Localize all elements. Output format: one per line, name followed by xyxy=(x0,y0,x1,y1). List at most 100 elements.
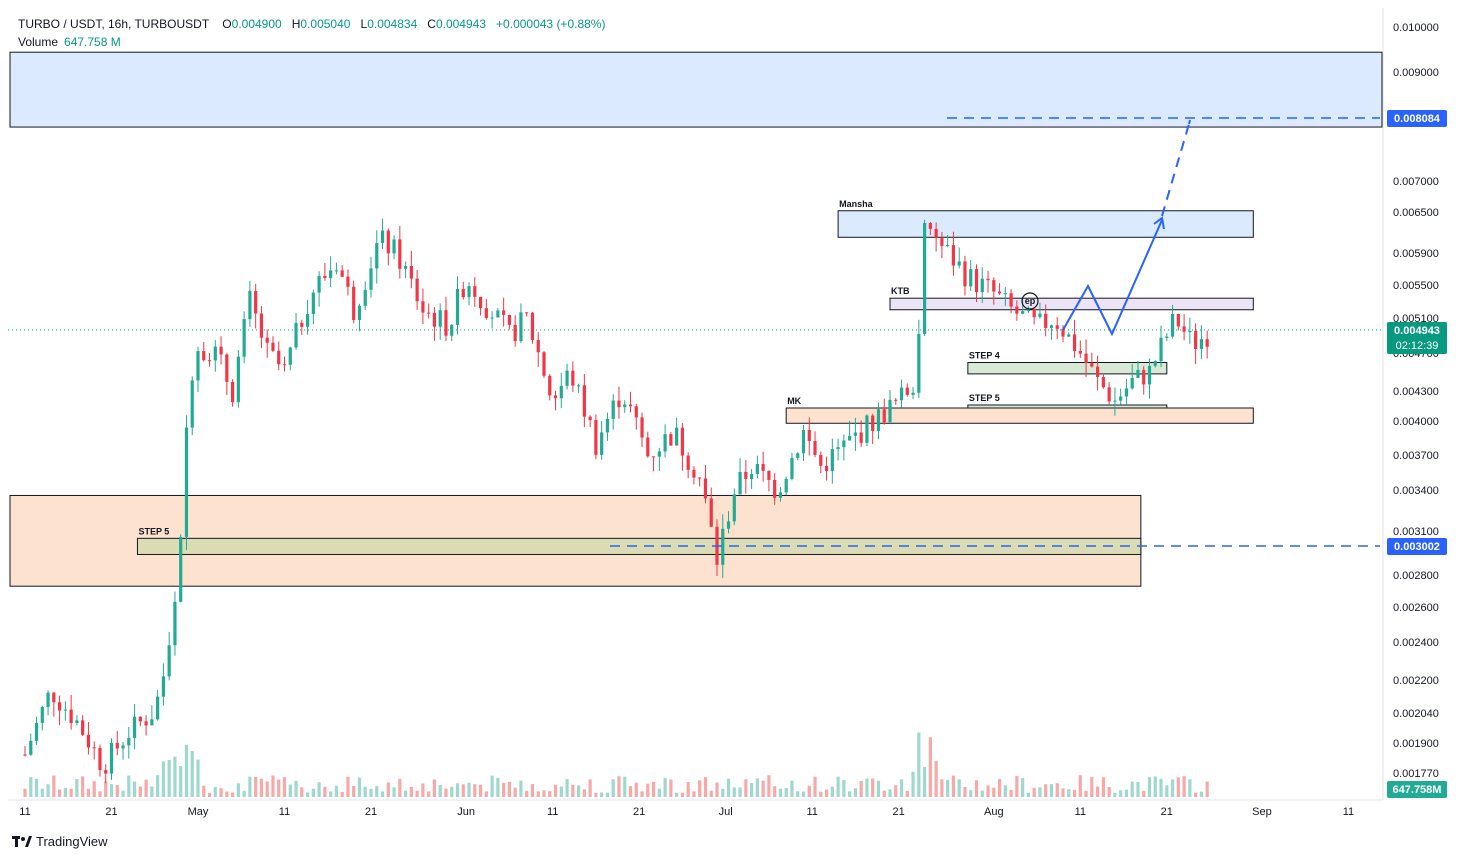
candle-body xyxy=(871,415,875,431)
candle-body xyxy=(231,381,235,403)
volume-bar xyxy=(294,780,298,797)
candle-body xyxy=(121,745,125,749)
volume-bar xyxy=(594,792,598,797)
price-tick-label: 0.002200 xyxy=(1393,675,1439,687)
volume-bar xyxy=(657,788,661,797)
symbol-header: TURBO / USDT, 16h, TURBOUSDT O0.004900 H… xyxy=(18,17,605,31)
volume-bar xyxy=(882,790,886,797)
candle-layer xyxy=(23,218,1209,784)
last-price-tag: 0.004943 02:12:39 xyxy=(1387,322,1447,354)
volume-bar xyxy=(530,784,535,797)
close-label: C xyxy=(427,17,436,31)
volume-bar xyxy=(340,791,344,797)
volume-bar xyxy=(1205,781,1209,797)
price-tick-label: 0.001900 xyxy=(1393,738,1439,750)
volume-bar xyxy=(1113,792,1117,797)
volume-bar xyxy=(1044,784,1048,797)
volume-bar xyxy=(1194,792,1198,797)
volume-bar xyxy=(329,791,333,797)
time-axis[interactable]: 11 21 May 11 21 Jun 11 21 Jul 11 21 Aug 11 21 Sep 11 xyxy=(19,806,1354,818)
volume-bar xyxy=(127,775,131,797)
volume-bar xyxy=(680,792,684,797)
candle-body xyxy=(52,692,56,703)
volume-bar xyxy=(703,777,708,797)
volume-bar xyxy=(525,790,529,797)
candle-body xyxy=(744,471,748,480)
candle-body xyxy=(1072,334,1077,351)
candle-body xyxy=(156,696,160,720)
volume-bar xyxy=(917,732,921,797)
candle-body xyxy=(750,474,754,480)
volume-bar xyxy=(663,777,667,797)
candle-body xyxy=(1153,361,1157,366)
volume-bar xyxy=(611,779,615,797)
time-tick-label: 21 xyxy=(633,806,645,818)
volume-bar xyxy=(254,777,258,797)
volume-bar xyxy=(634,782,638,797)
ep-marker[interactable] xyxy=(1021,292,1039,310)
volume-bar xyxy=(969,790,973,797)
symbol-title[interactable]: TURBO / USDT, 16h, TURBOUSDT xyxy=(18,17,209,31)
candle-body xyxy=(911,392,915,395)
volume-bar xyxy=(282,777,287,797)
volume-bar xyxy=(1072,789,1077,797)
candle-body xyxy=(40,706,44,723)
upper-target-zone xyxy=(9,51,1383,128)
candle-body xyxy=(34,722,39,741)
candle-body xyxy=(69,709,73,724)
mansha-zone xyxy=(837,210,1254,238)
time-tick-label: Jun xyxy=(457,806,475,818)
volume-bar xyxy=(502,782,506,797)
candle-body xyxy=(680,427,684,456)
candle-body xyxy=(81,720,85,735)
svg-text:02:12:39: 02:12:39 xyxy=(1396,340,1439,352)
time-tick-label: 11 xyxy=(806,806,817,818)
volume-bar xyxy=(934,760,938,797)
candle-body xyxy=(761,464,765,471)
volume-bar xyxy=(1170,779,1175,797)
candle-body xyxy=(207,360,212,362)
candle-body xyxy=(271,342,275,351)
candle-body xyxy=(565,370,569,386)
volume-bar xyxy=(248,776,252,797)
candle-body xyxy=(1009,293,1013,307)
volume-bar xyxy=(1136,782,1140,797)
price-tick-label: 0.003100 xyxy=(1393,526,1439,538)
volume-bar xyxy=(1165,785,1169,797)
volume-bar xyxy=(86,788,91,797)
candle-body xyxy=(559,385,563,399)
volume-label[interactable]: Volume xyxy=(18,35,59,49)
price-axis[interactable]: 0.010000 0.009000 0.007000 0.006500 0.005900… xyxy=(1393,22,1439,780)
volume-bar xyxy=(438,785,442,797)
candle-body xyxy=(1113,400,1117,402)
candle-body xyxy=(248,291,252,320)
candle-body xyxy=(329,270,333,279)
volume-bar xyxy=(1159,778,1163,797)
time-tick-label: 11 xyxy=(19,806,30,818)
volume-bar xyxy=(957,779,961,797)
candle-body xyxy=(478,296,483,309)
volume-bar xyxy=(1119,790,1123,797)
projection-path[interactable] xyxy=(1062,219,1163,337)
volume-bar xyxy=(715,782,719,797)
volume-bar xyxy=(1176,777,1180,797)
candle-body xyxy=(1188,330,1192,332)
volume-bar xyxy=(1032,787,1036,797)
candle-body xyxy=(375,243,379,269)
time-tick-label: 11 xyxy=(279,806,290,818)
candle-body xyxy=(265,337,269,343)
volume-bar xyxy=(628,786,633,797)
candle-body xyxy=(46,692,50,707)
candle-body xyxy=(369,268,373,290)
volume-bar xyxy=(409,786,413,797)
ktb-zone xyxy=(889,297,1254,311)
tradingview-logo[interactable]: TradingView xyxy=(12,834,108,849)
volume-bar xyxy=(69,788,73,797)
candle-body xyxy=(1078,350,1082,354)
volume-bar xyxy=(334,785,338,797)
volume-bar xyxy=(761,780,765,797)
candle-body xyxy=(58,702,62,711)
volume-bar xyxy=(876,780,881,797)
candle-body xyxy=(467,286,471,298)
